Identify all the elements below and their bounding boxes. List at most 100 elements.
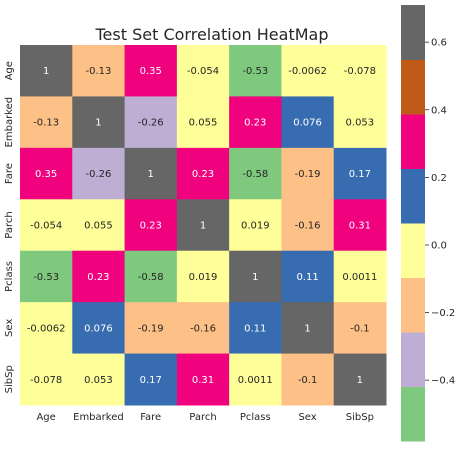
cell-value-label: 0.17 bbox=[349, 169, 371, 180]
cell-value-label: 0.0011 bbox=[238, 375, 273, 386]
heatmap-cell-sex-sibsp bbox=[333, 302, 387, 355]
cell-value-label: -0.19 bbox=[295, 169, 321, 180]
colorbar-tick-label: 0.0 bbox=[431, 240, 447, 251]
cell-value-label: -0.16 bbox=[295, 221, 321, 232]
cell-value-label: -0.13 bbox=[85, 66, 111, 77]
heatmap-cell-sibsp-pclass bbox=[229, 353, 282, 406]
heatmap-cell-sex-embarked bbox=[72, 302, 126, 355]
cell-value-label: -0.054 bbox=[187, 66, 219, 77]
cell-value-label: -0.054 bbox=[30, 221, 62, 232]
cell-value-label: 0.17 bbox=[140, 375, 162, 386]
colorbar-segment bbox=[401, 332, 425, 387]
cell-value-label: -0.53 bbox=[242, 66, 268, 77]
y-tick-label: Parch bbox=[4, 211, 15, 238]
colorbar-tick-label: 0.4 bbox=[431, 105, 447, 116]
cell-value-label: -0.1 bbox=[298, 375, 318, 386]
cell-value-label: 0.23 bbox=[192, 169, 214, 180]
cell-value-label: 1 bbox=[304, 323, 310, 334]
cell-value-label: -0.16 bbox=[190, 323, 216, 334]
cell-value-label: -0.53 bbox=[33, 272, 59, 283]
heatmap-cell-parch-sibsp bbox=[333, 199, 387, 252]
cell-value-label: -0.1 bbox=[350, 323, 370, 334]
colorbar-segment bbox=[401, 5, 425, 60]
cell-value-label: 0.35 bbox=[140, 66, 162, 77]
colorbar-segment bbox=[401, 386, 425, 442]
heatmap-cell-parch-fare bbox=[124, 199, 178, 252]
heatmap-cell-fare-embarked bbox=[72, 147, 126, 200]
heatmap-cell-pclass-parch bbox=[176, 250, 230, 303]
cell-value-label: 0.11 bbox=[296, 272, 318, 283]
colorbar-tick-label: 0.6 bbox=[431, 38, 447, 49]
y-tick-label: SibSp bbox=[4, 365, 15, 393]
cell-value-label: 1 bbox=[43, 66, 49, 77]
y-tick-label: Sex bbox=[4, 319, 15, 337]
colorbar-segment bbox=[401, 277, 425, 333]
heatmap-cell-sibsp-parch bbox=[176, 353, 230, 406]
cell-value-label: -0.26 bbox=[85, 169, 111, 180]
cell-value-label: -0.26 bbox=[138, 118, 164, 129]
colorbar-segment bbox=[401, 223, 425, 278]
heatmap-cell-fare-sex bbox=[281, 147, 335, 200]
heatmap-cell-age-sibsp bbox=[333, 45, 387, 97]
cell-value-label: 0.019 bbox=[241, 221, 270, 232]
cell-value-label: 0.076 bbox=[84, 323, 113, 334]
cell-value-label: 1 bbox=[357, 375, 363, 386]
colorbar-segment bbox=[401, 114, 425, 169]
cell-value-label: 0.055 bbox=[189, 118, 218, 129]
x-tick-label: Pclass bbox=[240, 412, 271, 423]
cell-value-label: -0.078 bbox=[30, 375, 62, 386]
heatmap-cell-age-fare bbox=[124, 45, 178, 97]
heatmap-cell-sibsp-sibsp bbox=[333, 353, 387, 406]
cell-value-label: 0.35 bbox=[35, 169, 57, 180]
heatmap-cells: 1 -0.13 0.35 -0.054 -0.53 -0.0062 -0.078 -0.13 1… bbox=[20, 45, 387, 406]
heatmap-cell-embarked-sibsp bbox=[333, 96, 387, 149]
x-tick-label: Embarked bbox=[73, 412, 124, 423]
cell-value-label: -0.0062 bbox=[288, 66, 327, 77]
heatmap-cell-sibsp-age bbox=[20, 353, 73, 406]
cell-value-label: -0.13 bbox=[33, 118, 59, 129]
heatmap-cell-pclass-embarked bbox=[72, 250, 126, 303]
heatmap-cell-embarked-age bbox=[20, 96, 73, 149]
cell-value-label: 0.23 bbox=[87, 272, 109, 283]
x-axis-tick-labels: Age Embarked Fare Parch Pclass Sex SibSp bbox=[36, 412, 373, 423]
heatmap-cell-sibsp-fare bbox=[124, 353, 178, 406]
cell-value-label: 0.076 bbox=[293, 118, 322, 129]
heatmap-cell-pclass-age bbox=[20, 250, 73, 303]
heatmap-cell-sex-parch bbox=[176, 302, 230, 355]
heatmap-cell-parch-pclass bbox=[229, 199, 282, 252]
cell-value-label: -0.0062 bbox=[27, 323, 66, 334]
heatmap-cell-embarked-pclass bbox=[229, 96, 282, 149]
cell-value-label: 0.23 bbox=[140, 221, 162, 232]
heatmap-cell-fare-sibsp bbox=[333, 147, 387, 200]
heatmap-cell-sibsp-embarked bbox=[72, 353, 126, 406]
y-tick-label: Pclass bbox=[4, 261, 15, 292]
heatmap-cell-age-pclass bbox=[229, 45, 282, 97]
heatmap-cell-sex-sex bbox=[281, 302, 335, 355]
cell-value-label: 1 bbox=[95, 118, 101, 129]
cell-value-label: 0.23 bbox=[244, 118, 266, 129]
colorbar-segment bbox=[401, 168, 425, 224]
heatmap-cell-age-parch bbox=[176, 45, 230, 97]
colorbar: −0.4 −0.2 0.0 0.2 0.4 0.6 bbox=[401, 5, 455, 442]
cell-value-label: 0.055 bbox=[84, 221, 113, 232]
heatmap-cell-parch-embarked bbox=[72, 199, 126, 252]
heatmap-cell-fare-age bbox=[20, 147, 73, 200]
cell-value-label: 0.11 bbox=[244, 323, 266, 334]
colorbar-tick-label: −0.2 bbox=[431, 308, 455, 319]
heatmap-cell-fare-pclass bbox=[229, 147, 282, 200]
heatmap-cell-parch-parch bbox=[176, 199, 230, 252]
heatmap-cell-embarked-parch bbox=[176, 96, 230, 149]
x-tick-label: Sex bbox=[298, 412, 316, 423]
y-tick-label: Fare bbox=[4, 163, 15, 184]
heatmap-cell-age-sex bbox=[281, 45, 335, 97]
cell-value-label: 0.31 bbox=[349, 221, 371, 232]
heatmap-cell-parch-sex bbox=[281, 199, 335, 252]
heatmap-cell-pclass-sibsp bbox=[333, 250, 387, 303]
colorbar-tick-label: 0.2 bbox=[431, 173, 447, 184]
heatmap-cell-age-age bbox=[20, 45, 73, 97]
x-tick-label: Fare bbox=[140, 412, 161, 423]
cell-value-label: 0.019 bbox=[189, 272, 218, 283]
heatmap-cell-fare-fare bbox=[124, 147, 178, 200]
heatmap-cell-age-embarked bbox=[72, 45, 126, 97]
